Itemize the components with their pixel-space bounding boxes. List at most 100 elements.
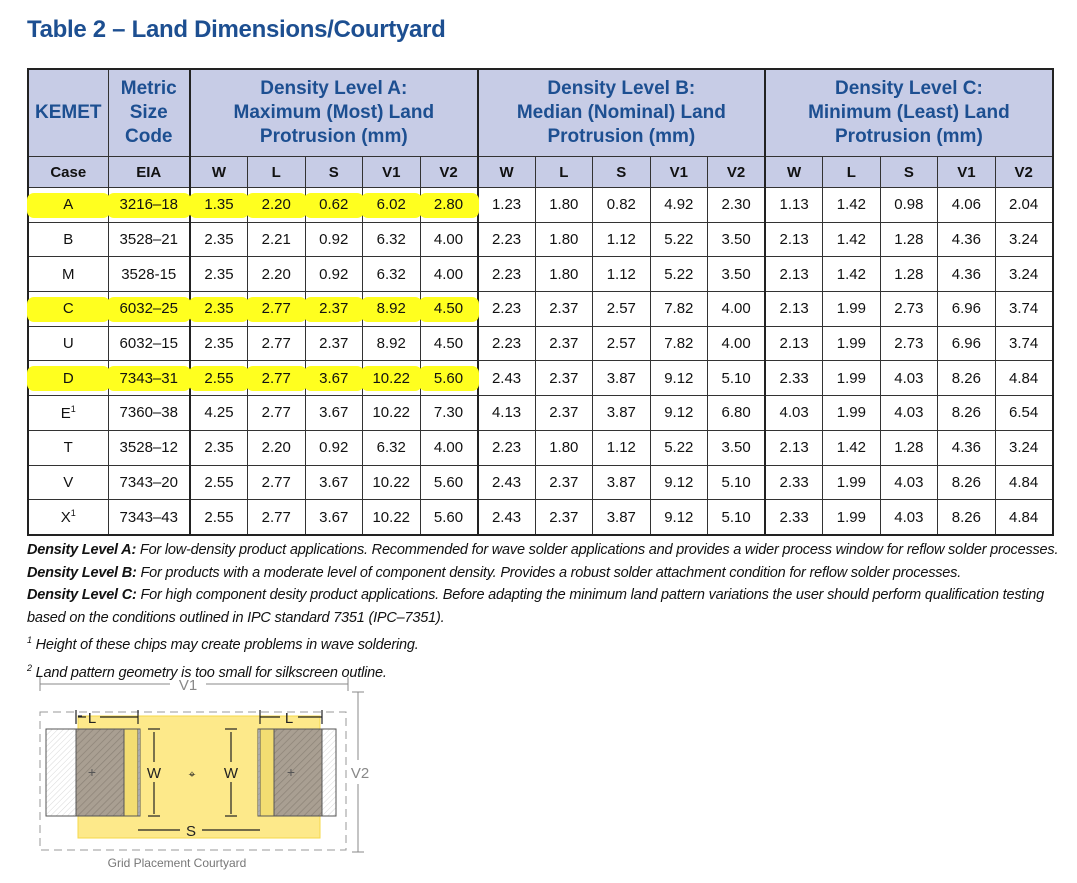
level-b-s-cell: 1.12 — [592, 256, 651, 293]
level-b-s-cell: 0.82 — [592, 187, 651, 223]
level-a-w-cell-value: 2.35 — [204, 335, 234, 353]
level-c-v2-cell-value: 3.74 — [1009, 300, 1039, 318]
level-c-l-cell: 1.42 — [822, 429, 881, 466]
eia-column-header: EIA — [107, 156, 191, 188]
level-a-w-cell: 1.35 — [189, 187, 249, 223]
level-a-v2-cell-value: 2.80 — [433, 196, 464, 214]
l-dimensions — [75, 710, 323, 724]
level-a-v2-cell-value: 7.30 — [433, 404, 464, 422]
notes-block: Density Level A: For low-density product… — [27, 539, 1067, 684]
level-b-v1-cell: 5.22 — [649, 221, 709, 258]
note-density-b: Density Level B: For products with a mod… — [27, 562, 1067, 585]
col-header-s: S — [592, 156, 651, 188]
level-a-s-cell-value: 2.37 — [319, 300, 349, 318]
level-b-v2-cell: 6.80 — [707, 395, 766, 431]
level-c-v1-cell: 8.26 — [937, 395, 996, 431]
level-b-line: Density Level B: — [547, 78, 696, 99]
level-a-v1-cell: 8.92 — [361, 291, 422, 327]
col-header-v2: V2 — [419, 156, 479, 188]
level-a-v2-cell-value: 5.60 — [433, 508, 464, 526]
case-cell-value: C — [62, 300, 74, 318]
highlighter-mark — [246, 366, 307, 392]
level-c-v2-cell-value: 3.74 — [1009, 335, 1039, 353]
w-label-left: W — [147, 765, 162, 782]
level-b-w-cell-value: 2.43 — [491, 369, 522, 387]
table-row: M 3528-15 2.35 2.20 0.92 6.32 4.00 2.23 1.80 1.12… — [27, 256, 1054, 293]
level-a-v1-cell: 10.22 — [362, 464, 421, 501]
level-b-s-cell-value: 1.12 — [606, 231, 636, 249]
level-c-s-cell-value: 4.03 — [894, 508, 924, 526]
density-level-a-header: Density Level A: Maximum (Most) Land Pro… — [189, 68, 479, 157]
level-c-v2-cell-value: 3.24 — [1009, 231, 1039, 249]
level-a-s-cell-value: 3.67 — [319, 508, 349, 526]
highlighter-mark — [27, 366, 110, 392]
level-b-s-cell: 3.87 — [592, 395, 651, 431]
level-a-l-cell: 2.77 — [247, 395, 306, 431]
level-a-s-cell: 0.92 — [304, 221, 363, 258]
highlighter-mark — [106, 297, 191, 322]
level-c-v1-cell: 8.26 — [937, 499, 996, 536]
level-a-v2-cell: 4.00 — [419, 221, 479, 258]
eia-cell: 7343–43 — [107, 499, 191, 536]
level-c-l-cell: 1.42 — [822, 187, 881, 223]
level-a-l-cell-value: 2.20 — [261, 265, 291, 283]
level-b-w-cell-value: 1.23 — [491, 196, 522, 214]
highlighter-mark — [189, 366, 249, 392]
level-b-w-cell: 2.23 — [476, 291, 536, 327]
level-a-s-cell: 0.92 — [304, 256, 363, 293]
level-c-w-cell: 2.33 — [764, 464, 824, 501]
level-c-l-cell: 1.99 — [822, 464, 881, 501]
highlighter-mark — [246, 297, 307, 322]
level-b-v1-cell: 5.22 — [649, 256, 709, 293]
level-c-s-cell-value: 2.73 — [894, 335, 924, 353]
level-a-w-cell-value: 2.35 — [204, 300, 234, 318]
level-c-s-cell: 4.03 — [879, 360, 939, 397]
level-c-s-cell: 4.03 — [879, 464, 939, 501]
level-b-v2-cell: 3.50 — [707, 256, 766, 293]
level-a-l-cell-value: 2.20 — [261, 196, 291, 214]
level-c-s-cell: 2.73 — [879, 325, 939, 362]
footnote-2: 2 Land pattern geometry is too small for… — [27, 657, 1067, 684]
eia-cell: 3528–12 — [107, 429, 191, 466]
level-c-l-cell-value: 1.99 — [836, 473, 866, 491]
level-a-s-cell: 0.92 — [304, 429, 363, 466]
level-c-s-cell-value: 4.03 — [894, 369, 924, 387]
level-a-v2-cell-value: 4.50 — [433, 300, 464, 318]
highlighter-mark — [418, 297, 479, 322]
level-c-w-cell: 4.03 — [764, 395, 824, 431]
case-cell-value: X — [60, 509, 71, 527]
case-cell: C — [27, 291, 110, 327]
level-b-w-cell-value: 2.23 — [491, 231, 522, 249]
level-b-v2-cell-value: 3.50 — [721, 439, 751, 457]
level-b-v1-cell: 7.82 — [649, 291, 709, 327]
level-a-w-cell: 2.55 — [189, 360, 249, 397]
level-a-w-cell-value: 2.55 — [204, 473, 234, 491]
case-cell-value: E — [60, 404, 71, 422]
level-b-s-cell: 2.57 — [592, 325, 651, 362]
v2-label: V2 — [351, 765, 369, 782]
level-a-l-cell: 2.20 — [247, 429, 306, 466]
eia-cell: 6032–15 — [107, 325, 191, 362]
level-a-v2-cell: 4.50 — [418, 291, 479, 327]
center-mark: ⌖ — [189, 767, 196, 781]
level-c-v2-cell: 4.84 — [994, 464, 1054, 501]
note-text: For low-density product applications. Re… — [136, 542, 1059, 558]
footnote-text: Height of these chips may create problem… — [31, 637, 419, 654]
level-c-v2-cell: 3.74 — [994, 325, 1054, 362]
level-b-v2-cell: 4.00 — [707, 325, 766, 362]
level-c-v1-cell: 8.26 — [937, 464, 996, 501]
eia-cell-value: 3216–18 — [119, 196, 178, 214]
level-c-v2-cell: 4.84 — [994, 499, 1054, 536]
level-a-l-cell: 2.77 — [246, 291, 307, 327]
level-c-v2-cell: 3.74 — [994, 291, 1054, 327]
level-b-v1-cell: 5.22 — [649, 429, 709, 466]
level-b-w-cell: 2.23 — [476, 429, 536, 466]
footnote-mark: 1 — [27, 635, 32, 646]
l-label-right: L — [285, 710, 293, 727]
eia-cell-value: 7343–43 — [119, 508, 178, 526]
level-b-l-cell: 2.37 — [534, 291, 594, 327]
level-a-l-cell: 2.21 — [247, 221, 306, 258]
level-c-w-cell-value: 1.13 — [779, 196, 809, 214]
highlighter-mark — [361, 193, 422, 218]
level-c-l-cell: 1.99 — [822, 291, 881, 327]
